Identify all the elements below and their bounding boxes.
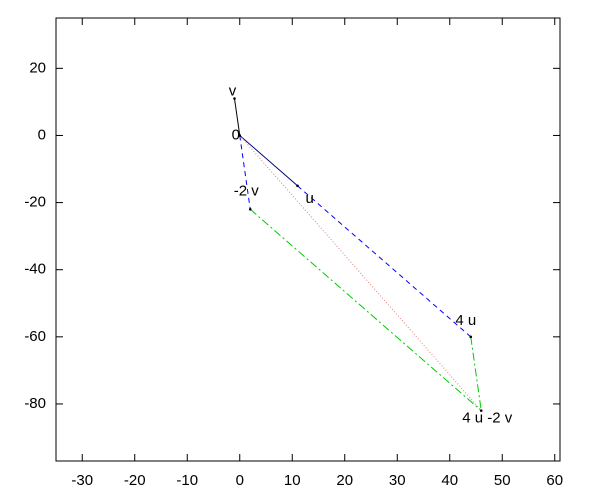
x-tick-label: 50 (494, 472, 511, 489)
x-tick-label: 0 (236, 472, 244, 489)
segment (470, 336, 482, 411)
y-tick-label: 20 (29, 59, 46, 76)
y-tick-label: -80 (24, 395, 46, 412)
point-label: v (229, 83, 237, 100)
x-tick-label: 30 (389, 472, 406, 489)
segment (249, 208, 482, 412)
y-tick-label: 0 (38, 126, 46, 143)
segment (239, 135, 298, 187)
point (248, 207, 252, 211)
point-label: 4 u -2 v (462, 410, 513, 427)
y-tick-label: -60 (24, 328, 46, 345)
point-label: u (306, 190, 314, 207)
y-tick-label: -20 (24, 194, 46, 211)
x-tick-label: -30 (71, 472, 93, 489)
x-tick-label: -20 (124, 472, 146, 489)
y-tick-label: -40 (24, 261, 46, 278)
x-tick-label: 10 (284, 472, 301, 489)
point (238, 134, 242, 137)
segment (297, 185, 472, 338)
point (296, 184, 299, 188)
point (479, 409, 483, 412)
x-tick-label: 20 (336, 472, 353, 489)
segment (234, 98, 241, 136)
segment (239, 135, 251, 210)
point-label: 4 u (455, 312, 476, 329)
point (469, 335, 473, 339)
x-tick-label: 40 (441, 472, 458, 489)
point-label: 0 (232, 126, 240, 143)
x-tick-label: 60 (546, 472, 563, 489)
plot-frame (55, 17, 561, 462)
point (233, 97, 236, 100)
x-tick-label: -10 (176, 472, 198, 489)
segment (239, 135, 482, 411)
point-label: -2 v (234, 182, 260, 199)
